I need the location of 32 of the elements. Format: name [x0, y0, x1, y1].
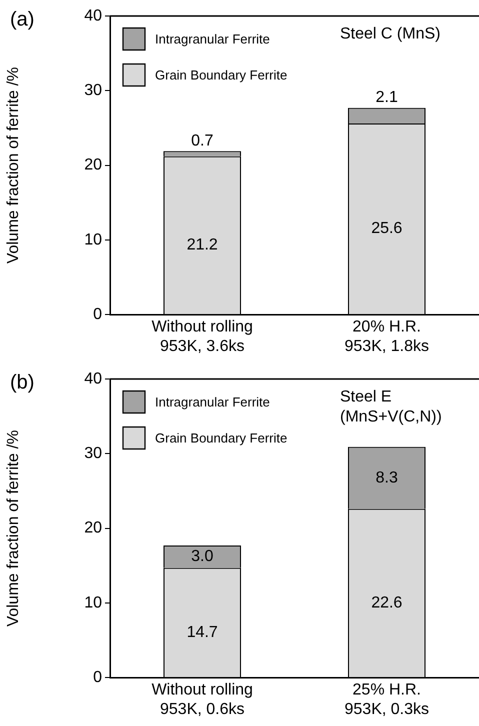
- y-tick-label: 0: [93, 669, 102, 686]
- y-axis-title: Volume fraction of ferrite /%: [5, 430, 22, 627]
- data-label: 2.1: [376, 89, 398, 106]
- y-tick-label: 10: [84, 231, 102, 248]
- y-tick-label: 0: [93, 306, 102, 324]
- data-label: 8.3: [376, 469, 398, 486]
- y-axis-title: Volume fraction of ferrite /%: [5, 67, 22, 264]
- annotation: Steel C (MnS): [340, 25, 440, 42]
- chart-title: (a): [10, 8, 34, 31]
- y-tick-label: 20: [84, 156, 102, 174]
- legend-label: Grain Boundary Ferrite: [155, 68, 288, 83]
- y-tick-label: 40: [84, 7, 102, 24]
- data-label: 22.6: [371, 594, 402, 612]
- annotation: Steel E (MnS+V(C,N)): [340, 388, 442, 426]
- data-label: 25.6: [371, 220, 402, 238]
- data-label: 21.2: [186, 236, 218, 254]
- legend-label: Intragranular Ferrite: [155, 32, 270, 47]
- y-tick-label: 30: [84, 82, 102, 100]
- legend-label: Grain Boundary Ferrite: [155, 430, 288, 446]
- y-tick-label: 20: [84, 520, 102, 537]
- x-tick-label: Without rolling 953K, 3.6ks: [152, 318, 253, 355]
- y-tick-label: 40: [84, 370, 102, 388]
- x-tick-label: 25% H.R. 953K, 0.3ks: [344, 682, 429, 718]
- data-label: 14.7: [186, 624, 218, 641]
- chart-title: (b): [10, 372, 34, 394]
- data-label: 3.0: [191, 548, 214, 566]
- data-label: 0.7: [191, 132, 214, 150]
- x-tick-label: Without rolling 953K, 0.6ks: [152, 682, 253, 718]
- y-tick-label: 30: [84, 445, 102, 462]
- x-tick-label: 20% H.R. 953K, 1.8ks: [344, 318, 429, 355]
- y-tick-label: 10: [84, 594, 102, 612]
- legend-label: Intragranular Ferrite: [155, 394, 270, 410]
